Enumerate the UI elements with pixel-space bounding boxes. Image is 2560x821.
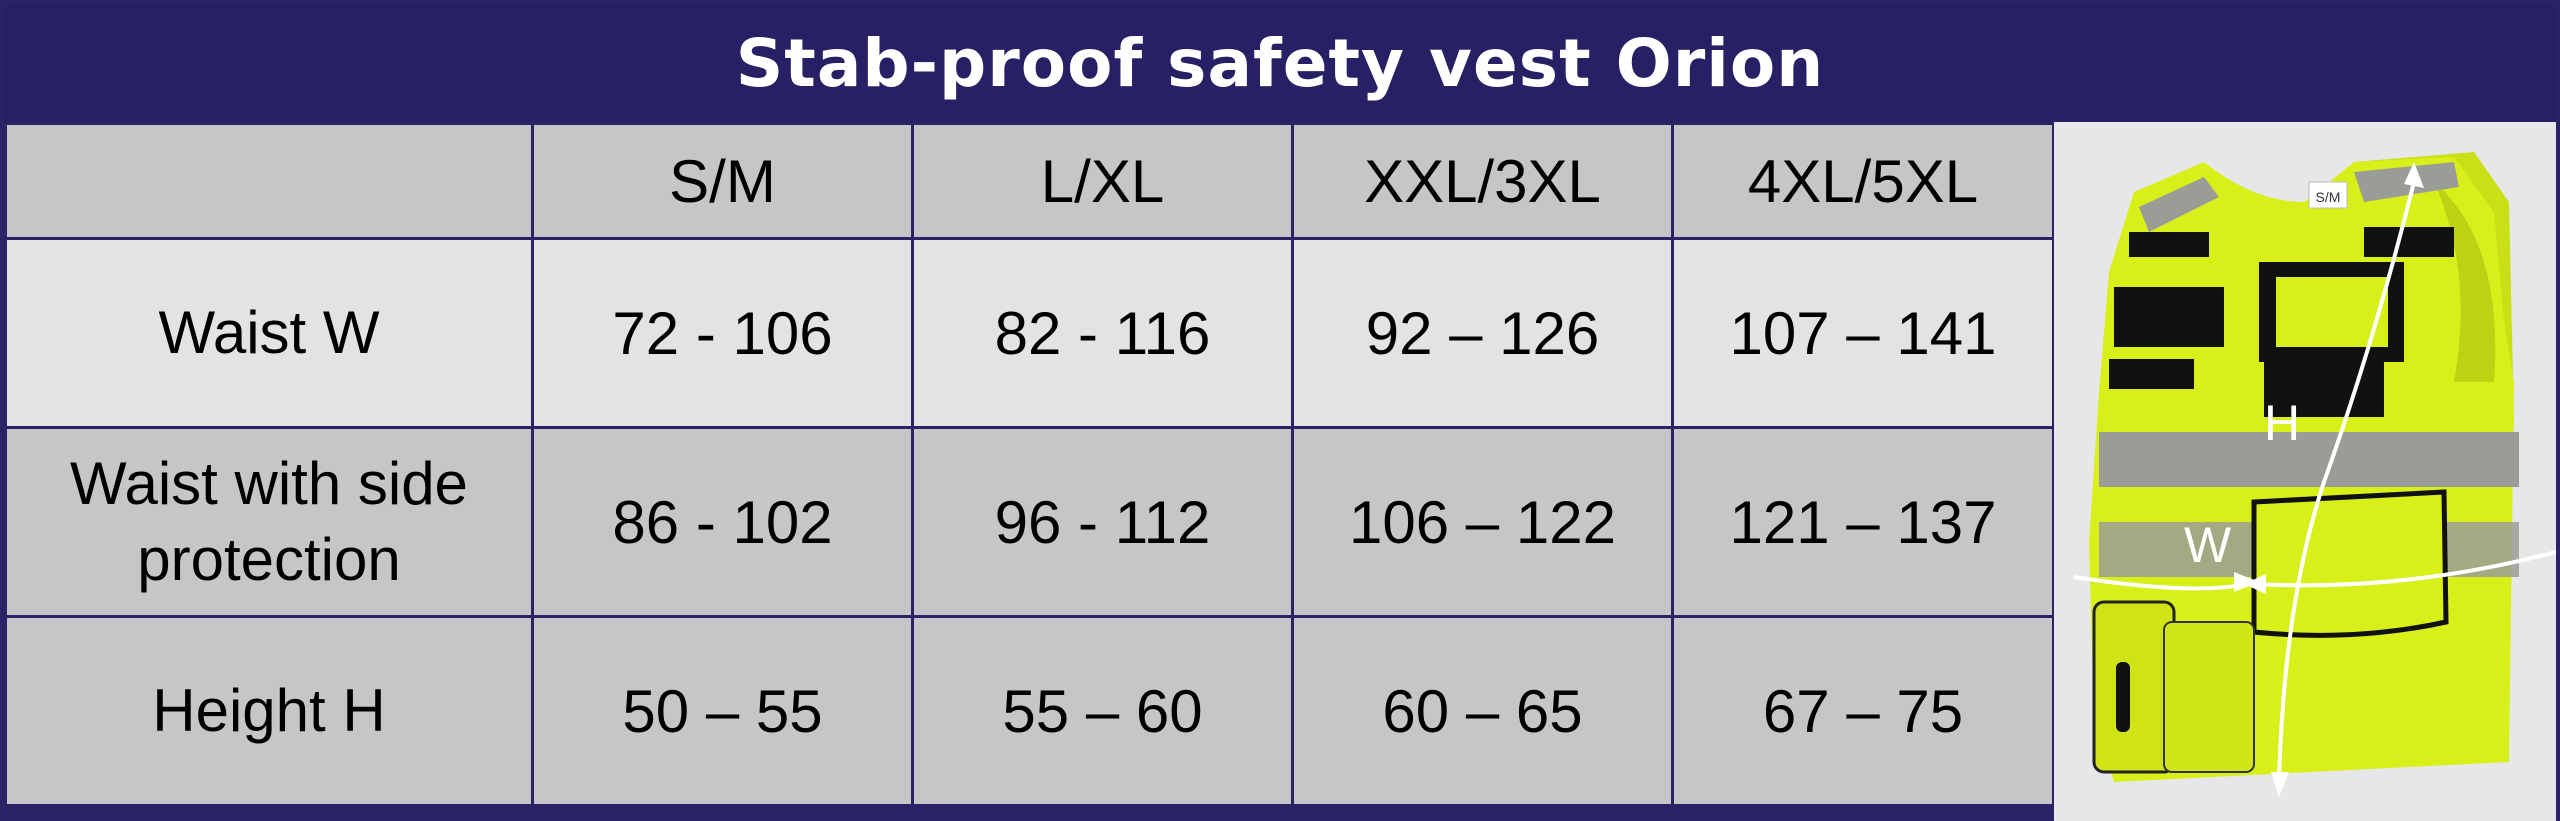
- page-title: Stab-proof safety vest Orion: [4, 4, 2556, 122]
- header-cell-s-m: S/M: [531, 122, 914, 240]
- table-cell: 55 – 60: [911, 615, 1294, 807]
- row-label: Height H: [4, 615, 534, 807]
- table-cell: 50 – 55: [531, 615, 914, 807]
- size-table: S/M L/XL XXL/3XL 4XL/5XL Waist W 72 - 10…: [4, 122, 2055, 807]
- table-row-height: Height H 50 – 55 55 – 60 60 – 65 67 – 75: [4, 615, 2055, 807]
- table-row-waist-side: Waist with side protection 86 - 102 96 -…: [4, 426, 2055, 618]
- header-cell-xxl-3xl: XXL/3XL: [1291, 122, 1674, 240]
- header-row: S/M L/XL XXL/3XL 4XL/5XL: [4, 122, 2055, 240]
- table-cell: 67 – 75: [1671, 615, 2055, 807]
- table-row-waist: Waist W 72 - 106 82 - 116 92 – 126 107 –…: [4, 237, 2055, 429]
- table-cell: 72 - 106: [531, 237, 914, 429]
- table-cell: 60 – 65: [1291, 615, 1674, 807]
- table-cell: 82 - 116: [911, 237, 1294, 429]
- table-cell: 106 – 122: [1291, 426, 1674, 618]
- header-cell-4xl-5xl: 4XL/5XL: [1671, 122, 2055, 240]
- row-label: Waist W: [4, 237, 534, 429]
- size-tag-label: S/M: [2316, 189, 2341, 205]
- table-cell: 121 – 137: [1671, 426, 2055, 618]
- table-cell: 86 - 102: [531, 426, 914, 618]
- header-cell-l-xl: L/XL: [911, 122, 1294, 240]
- table-cell: 92 – 126: [1291, 237, 1674, 429]
- table-cell: 96 - 112: [911, 426, 1294, 618]
- vest-icon: S/M H W: [2073, 152, 2556, 797]
- width-marker-label: W: [2184, 517, 2232, 573]
- row-label: Waist with side protection: [4, 426, 534, 618]
- header-cell-empty: [4, 122, 534, 240]
- vest-illustration: S/M H W: [2054, 122, 2556, 821]
- height-marker-label: H: [2264, 395, 2300, 451]
- table-cell: 107 – 141: [1671, 237, 2055, 429]
